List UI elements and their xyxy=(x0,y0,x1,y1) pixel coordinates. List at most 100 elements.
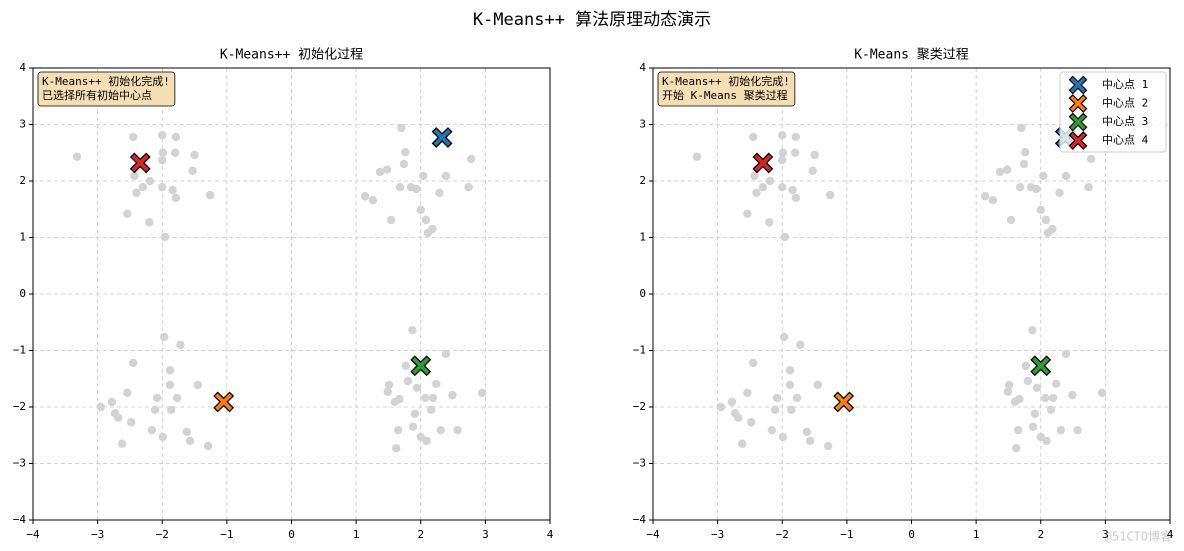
data-point xyxy=(1017,123,1026,133)
y-tick-label: 4 xyxy=(639,61,646,74)
data-point xyxy=(788,185,797,195)
data-point xyxy=(416,205,425,215)
data-point xyxy=(170,148,180,157)
data-point xyxy=(780,232,790,242)
data-point xyxy=(1036,205,1045,215)
data-point xyxy=(150,405,160,415)
centroid-marker xyxy=(752,152,774,174)
data-point xyxy=(778,131,787,140)
data-point xyxy=(747,418,756,427)
data-point xyxy=(130,171,139,181)
data-point xyxy=(185,436,195,446)
data-point xyxy=(1011,444,1021,453)
data-point xyxy=(432,379,441,389)
data-point xyxy=(748,358,758,368)
data-point xyxy=(772,393,782,403)
data-point xyxy=(128,132,138,142)
data-point xyxy=(435,188,444,198)
data-point xyxy=(779,332,789,342)
data-point xyxy=(734,413,743,422)
y-tick-label: −3 xyxy=(633,457,646,470)
data-point xyxy=(168,185,177,195)
data-point xyxy=(368,196,378,205)
data-point xyxy=(123,388,132,398)
centroid-marker xyxy=(213,391,235,413)
data-point xyxy=(375,167,385,177)
annotation-text: K-Means++ 初始化完成! xyxy=(42,74,170,88)
y-tick-label: 0 xyxy=(19,287,26,300)
x-tick-label: 3 xyxy=(1102,528,1109,541)
data-point xyxy=(393,425,403,435)
data-point xyxy=(165,366,175,375)
chart-title: K-Means 聚类过程 xyxy=(854,48,969,63)
legend-label: 中心点 2 xyxy=(1102,97,1148,110)
y-tick-label: −2 xyxy=(13,400,26,413)
data-point xyxy=(765,218,774,227)
centroid-marker xyxy=(1030,355,1052,377)
watermark: @51CTO博客 xyxy=(1105,529,1172,544)
data-point xyxy=(360,192,370,201)
data-point xyxy=(72,152,82,161)
data-point xyxy=(145,176,155,186)
data-point xyxy=(748,132,758,142)
annotation-box xyxy=(37,71,176,107)
data-point xyxy=(787,405,796,415)
data-point xyxy=(1084,183,1093,192)
data-point xyxy=(171,193,181,203)
legend-marker xyxy=(1068,112,1088,132)
data-point xyxy=(127,418,136,427)
data-point xyxy=(190,150,199,160)
data-point xyxy=(778,183,787,192)
x-tick-label: −1 xyxy=(220,528,233,541)
data-point xyxy=(123,209,132,218)
data-point xyxy=(428,224,437,234)
data-point xyxy=(205,190,215,200)
y-tick-label: −3 xyxy=(13,457,26,470)
x-tick-label: −2 xyxy=(776,528,789,541)
data-point xyxy=(403,376,413,386)
data-point xyxy=(808,166,817,176)
data-point xyxy=(138,183,148,192)
centroid-marker xyxy=(431,127,453,148)
data-point xyxy=(466,154,476,164)
data-point xyxy=(158,432,168,442)
data-point xyxy=(796,340,805,350)
data-point xyxy=(182,427,192,437)
data-point xyxy=(464,183,473,192)
x-tick-label: −4 xyxy=(26,528,40,541)
annotation-box xyxy=(657,71,796,107)
data-point xyxy=(1086,154,1096,164)
y-tick-label: 4 xyxy=(19,61,26,74)
y-tick-label: −1 xyxy=(633,344,646,357)
x-tick-label: −4 xyxy=(646,528,660,541)
data-point xyxy=(1006,215,1016,225)
data-point xyxy=(791,193,801,203)
data-point xyxy=(203,441,213,451)
legend-marker xyxy=(1068,94,1088,113)
legend-label: 中心点 1 xyxy=(1102,78,1148,91)
figure-title: K-Means++ 算法原理动态演示 xyxy=(473,10,711,30)
data-point xyxy=(421,393,430,403)
data-point xyxy=(1056,425,1065,435)
data-point xyxy=(158,148,168,157)
x-tick-label: 1 xyxy=(353,528,360,541)
data-point xyxy=(382,165,392,174)
data-point xyxy=(172,393,182,403)
legend-marker xyxy=(1068,75,1088,95)
data-point xyxy=(743,209,752,218)
legend-label: 中心点 4 xyxy=(1102,134,1149,147)
data-point xyxy=(160,232,170,242)
data-point xyxy=(391,444,401,453)
data-point xyxy=(1061,349,1071,359)
data-point xyxy=(158,131,167,140)
legend-marker xyxy=(1068,131,1088,150)
data-point xyxy=(752,188,761,198)
data-point xyxy=(825,190,835,200)
data-point xyxy=(193,380,202,390)
data-point xyxy=(171,132,181,142)
y-tick-label: −4 xyxy=(13,513,27,526)
annotation: K-Means++ 初始化完成!开始 K-Means 聚类过程 xyxy=(657,71,796,107)
data-point xyxy=(1032,184,1041,194)
